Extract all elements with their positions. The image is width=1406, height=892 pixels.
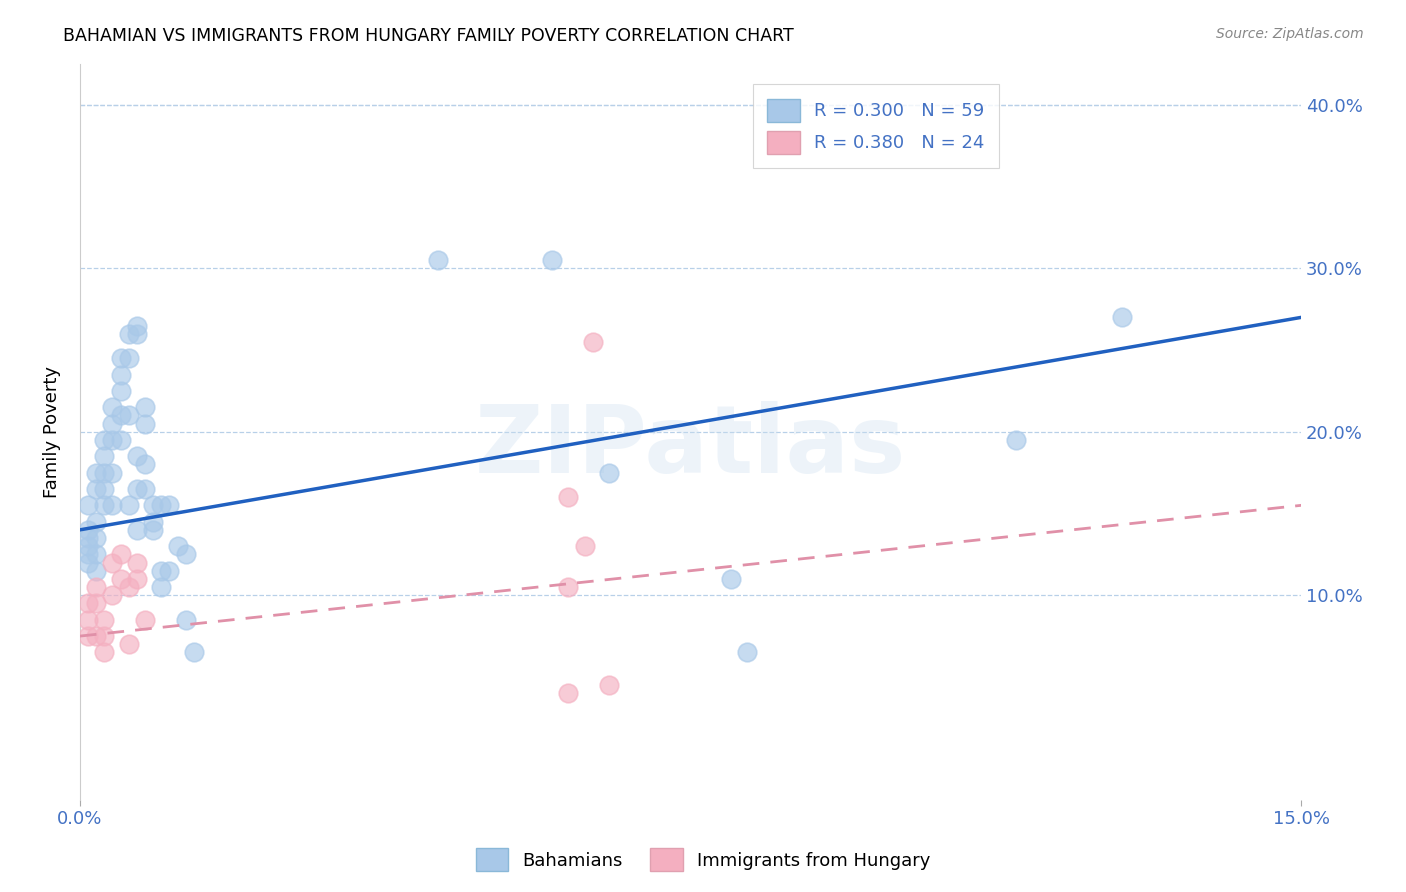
Point bbox=[125, 326, 148, 341]
Point bbox=[582, 334, 605, 349]
Point bbox=[84, 580, 107, 594]
Point bbox=[84, 596, 107, 610]
Point bbox=[101, 499, 124, 513]
Point bbox=[110, 547, 132, 561]
Point bbox=[125, 572, 148, 586]
Point bbox=[142, 523, 165, 537]
Point bbox=[84, 531, 107, 545]
Point bbox=[150, 564, 173, 578]
Point bbox=[77, 523, 100, 537]
Point bbox=[159, 564, 181, 578]
Point bbox=[541, 253, 564, 268]
Point bbox=[174, 547, 197, 561]
Point bbox=[110, 572, 132, 586]
Legend: Bahamians, Immigrants from Hungary: Bahamians, Immigrants from Hungary bbox=[468, 841, 938, 879]
Point bbox=[93, 499, 115, 513]
Point bbox=[77, 629, 100, 643]
Point bbox=[557, 490, 579, 504]
Point bbox=[84, 466, 107, 480]
Point bbox=[118, 326, 141, 341]
Point bbox=[118, 351, 141, 366]
Text: BAHAMIAN VS IMMIGRANTS FROM HUNGARY FAMILY POVERTY CORRELATION CHART: BAHAMIAN VS IMMIGRANTS FROM HUNGARY FAMI… bbox=[63, 27, 794, 45]
Point bbox=[84, 629, 107, 643]
Point bbox=[84, 515, 107, 529]
Text: ZIPatlas: ZIPatlas bbox=[475, 401, 907, 492]
Point bbox=[134, 482, 156, 496]
Point bbox=[125, 318, 148, 333]
Point bbox=[134, 401, 156, 415]
Point bbox=[118, 499, 141, 513]
Point bbox=[134, 458, 156, 472]
Point bbox=[134, 613, 156, 627]
Legend: R = 0.300   N = 59, R = 0.380   N = 24: R = 0.300 N = 59, R = 0.380 N = 24 bbox=[752, 84, 1000, 169]
Point bbox=[1111, 310, 1133, 325]
Point bbox=[101, 588, 124, 602]
Point bbox=[737, 645, 759, 659]
Point bbox=[93, 450, 115, 464]
Point bbox=[159, 499, 181, 513]
Point bbox=[1005, 433, 1028, 447]
Point bbox=[93, 629, 115, 643]
Point bbox=[77, 539, 100, 553]
Point bbox=[110, 384, 132, 398]
Point bbox=[77, 596, 100, 610]
Point bbox=[598, 466, 620, 480]
Point bbox=[427, 253, 450, 268]
Point bbox=[84, 547, 107, 561]
Point bbox=[142, 515, 165, 529]
Point bbox=[101, 556, 124, 570]
Point bbox=[93, 433, 115, 447]
Point bbox=[93, 466, 115, 480]
Point bbox=[150, 580, 173, 594]
Point bbox=[77, 547, 100, 561]
Text: Source: ZipAtlas.com: Source: ZipAtlas.com bbox=[1216, 27, 1364, 41]
Point bbox=[134, 417, 156, 431]
Point bbox=[84, 564, 107, 578]
Point bbox=[77, 556, 100, 570]
Point bbox=[77, 499, 100, 513]
Point bbox=[110, 368, 132, 382]
Point bbox=[125, 450, 148, 464]
Point bbox=[142, 499, 165, 513]
Point bbox=[125, 556, 148, 570]
Point bbox=[93, 482, 115, 496]
Point bbox=[110, 351, 132, 366]
Point bbox=[110, 433, 132, 447]
Point bbox=[101, 401, 124, 415]
Point bbox=[125, 482, 148, 496]
Point bbox=[118, 637, 141, 651]
Point bbox=[118, 409, 141, 423]
Point bbox=[166, 539, 188, 553]
Point bbox=[574, 539, 596, 553]
Point bbox=[720, 572, 742, 586]
Point bbox=[77, 531, 100, 545]
Point bbox=[557, 686, 579, 700]
Point bbox=[174, 613, 197, 627]
Point bbox=[125, 523, 148, 537]
Point bbox=[183, 645, 205, 659]
Point bbox=[84, 482, 107, 496]
Point bbox=[101, 466, 124, 480]
Point bbox=[557, 580, 579, 594]
Point bbox=[110, 409, 132, 423]
Point bbox=[150, 499, 173, 513]
Point bbox=[93, 613, 115, 627]
Point bbox=[118, 580, 141, 594]
Point bbox=[598, 678, 620, 692]
Point bbox=[77, 613, 100, 627]
Point bbox=[101, 433, 124, 447]
Point bbox=[93, 645, 115, 659]
Point bbox=[101, 417, 124, 431]
Y-axis label: Family Poverty: Family Poverty bbox=[44, 366, 60, 498]
